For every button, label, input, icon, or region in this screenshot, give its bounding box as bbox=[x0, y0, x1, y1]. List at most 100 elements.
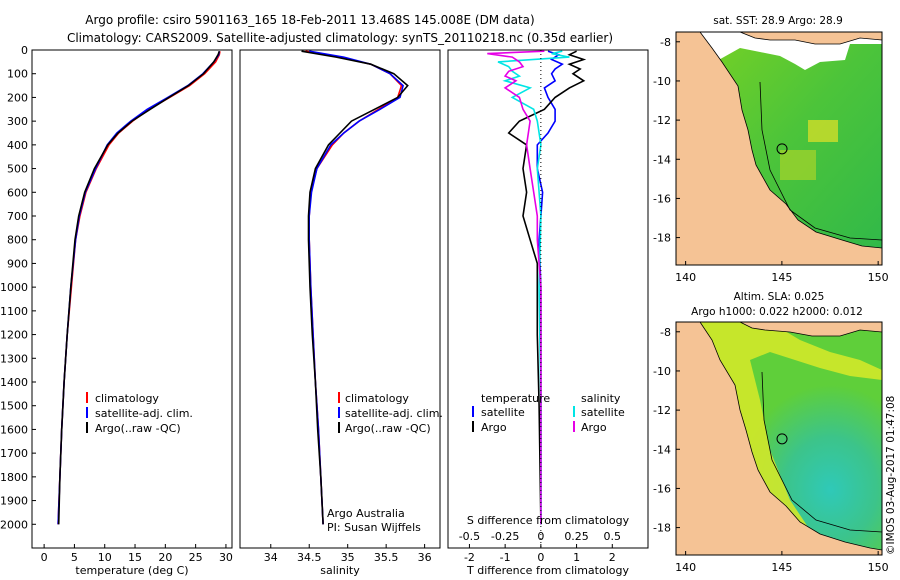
x-tick-label: 35.5 bbox=[374, 551, 399, 564]
sla-map-frame bbox=[675, 321, 883, 556]
salinity-chart: 34 34.5 35 35.5 36 bbox=[264, 50, 432, 564]
map-x-tick-label: 145 bbox=[771, 271, 792, 284]
x-tick-label: 34.5 bbox=[297, 551, 322, 564]
x2-tick-label: 0.25 bbox=[564, 530, 589, 543]
argo-annotation-line1: Argo Australia bbox=[327, 507, 405, 520]
sst-land-north bbox=[739, 32, 882, 45]
sla-depth-contour bbox=[761, 371, 882, 533]
map-y-tick-label: -10 bbox=[653, 365, 671, 378]
x-tick-label: 25 bbox=[189, 551, 203, 564]
sla-profile-marker bbox=[776, 433, 788, 445]
temperature-xlabel: temperature (deg C) bbox=[75, 564, 188, 577]
imos-credit: ©IMOS 03-Aug-2017 01:47:08 bbox=[885, 396, 897, 555]
map-y-tick-label: -18 bbox=[653, 522, 671, 535]
title-line1: Argo profile: csiro 5901163_165 18-Feb-2… bbox=[85, 13, 534, 27]
salinity-legend: climatology satellite-adj. clim. Argo(..… bbox=[338, 392, 443, 435]
difference-plot-frame bbox=[447, 49, 649, 549]
x-tick-label: 36 bbox=[418, 551, 432, 564]
legend-s-argo-label: Argo bbox=[581, 421, 607, 434]
sst-map-title: sat. SST: 28.9 Argo: 28.9 bbox=[713, 15, 843, 27]
sla-map bbox=[676, 322, 882, 555]
depth-axis: 0 100 200 300 400 500 600 700 800 900 1000 1100 1200… bbox=[0, 44, 36, 531]
x-tick-label: 30 bbox=[219, 551, 233, 564]
map-y-tick-label: -16 bbox=[653, 482, 671, 495]
x-tick-label: 34 bbox=[264, 551, 278, 564]
x-tick-label: 35 bbox=[341, 551, 355, 564]
map-y-tick-label: -10 bbox=[653, 75, 671, 88]
depth-tick-label: 1000 bbox=[0, 281, 28, 294]
map-y-tick-label: -16 bbox=[653, 192, 671, 205]
depth-tick-label: 1800 bbox=[0, 471, 28, 484]
map-x-tick-label: 145 bbox=[771, 561, 792, 574]
sst-profile-marker bbox=[776, 143, 788, 155]
sla-map-axis: 140 145 150 -8 -10 -12 -14 -16 -18 bbox=[653, 326, 889, 574]
x-tick-label: 0 bbox=[41, 551, 48, 564]
depth-tick-label: 1600 bbox=[0, 423, 28, 436]
x2-tick-label: -0.25 bbox=[491, 530, 519, 543]
x2-tick-label: 0 bbox=[537, 530, 544, 543]
temperature-chart: 0 5 10 15 20 25 30 bbox=[41, 50, 233, 564]
series-line-satellite-adj-clim- bbox=[57, 51, 221, 525]
map-x-tick-label: 150 bbox=[868, 561, 889, 574]
depth-tick-label: 700 bbox=[7, 210, 28, 223]
depth-tick-label: 1100 bbox=[0, 305, 28, 318]
difference-legend: temperature satellite Argo salinity sate… bbox=[472, 392, 625, 434]
depth-tick-label: 1300 bbox=[0, 352, 28, 365]
temperature-plot-frame bbox=[31, 49, 233, 549]
sst-map-axis: 140 145 150 -8 -10 -12 -14 -16 -18 bbox=[653, 36, 889, 284]
x-tick-label: 0 bbox=[537, 551, 544, 564]
map-y-tick-label: -8 bbox=[660, 36, 671, 49]
depth-tick-label: 1900 bbox=[0, 495, 28, 508]
depth-tick-label: 300 bbox=[7, 115, 28, 128]
salinity-plot-frame bbox=[239, 49, 441, 549]
x-tick-label: 2 bbox=[609, 551, 616, 564]
x-tick-label: 15 bbox=[128, 551, 142, 564]
sst-map bbox=[676, 32, 882, 265]
sla-land-north bbox=[739, 322, 882, 337]
legend-t-satellite-label: satellite bbox=[481, 406, 525, 419]
x-tick-label: -1 bbox=[500, 551, 511, 564]
depth-tick-label: 800 bbox=[7, 234, 28, 247]
depth-tick-label: 100 bbox=[7, 68, 28, 81]
s-difference-label: S difference from climatology bbox=[467, 514, 630, 527]
map-y-tick-label: -14 bbox=[653, 443, 671, 456]
argo-annotation-line2: PI: Susan Wijffels bbox=[327, 521, 421, 534]
temperature-legend: climatology satellite-adj. clim. Argo(..… bbox=[86, 392, 193, 435]
legend-satellite-label: satellite-adj. clim. bbox=[345, 407, 443, 420]
x-tick-label: 10 bbox=[98, 551, 112, 564]
legend-temperature-heading: temperature bbox=[481, 392, 550, 405]
map-x-tick-label: 150 bbox=[868, 271, 889, 284]
depth-tick-label: 1400 bbox=[0, 376, 28, 389]
sst-map-frame bbox=[675, 31, 883, 266]
depth-tick-label: 0 bbox=[21, 44, 28, 57]
title-line2: Climatology: CARS2009. Satellite-adjuste… bbox=[67, 31, 613, 45]
salinity-xlabel: salinity bbox=[320, 564, 360, 577]
difference-chart: -2 -1 0 1 2 -0.5 -0.25 0 0.25 0.5 bbox=[459, 50, 621, 564]
series-line-argo bbox=[301, 50, 409, 525]
x-tick-label: -2 bbox=[464, 551, 475, 564]
x-tick-label: 5 bbox=[71, 551, 78, 564]
legend-climatology-label: climatology bbox=[345, 392, 409, 405]
x-tick-label: 1 bbox=[573, 551, 580, 564]
legend-salinity-heading: salinity bbox=[581, 392, 621, 405]
sla-map-title-line1: Altim. SLA: 0.025 bbox=[734, 291, 825, 303]
series-line-climatology bbox=[57, 51, 221, 525]
x2-tick-label: 0.5 bbox=[604, 530, 622, 543]
series-line-s-argo bbox=[487, 50, 545, 525]
map-y-tick-label: -8 bbox=[660, 326, 671, 339]
series-line-satellite-adj-clim- bbox=[308, 50, 404, 525]
depth-tick-label: 2000 bbox=[0, 518, 28, 531]
sla-map-title-line2: Argo h1000: 0.022 h2000: 0.012 bbox=[691, 306, 863, 318]
x-tick-label: 20 bbox=[158, 551, 172, 564]
depth-tick-label: 600 bbox=[7, 186, 28, 199]
series-line-argo bbox=[57, 50, 221, 525]
series-line-t-argo bbox=[507, 50, 587, 525]
t-difference-label: T difference from climatology bbox=[466, 564, 629, 577]
legend-s-satellite-label: satellite bbox=[581, 406, 625, 419]
legend-t-argo-label: Argo bbox=[481, 421, 507, 434]
sst-warm-patch bbox=[780, 150, 816, 180]
depth-tick-label: 1700 bbox=[0, 447, 28, 460]
map-x-tick-label: 140 bbox=[675, 271, 696, 284]
legend-argo-label: Argo(..raw -QC) bbox=[95, 422, 181, 435]
